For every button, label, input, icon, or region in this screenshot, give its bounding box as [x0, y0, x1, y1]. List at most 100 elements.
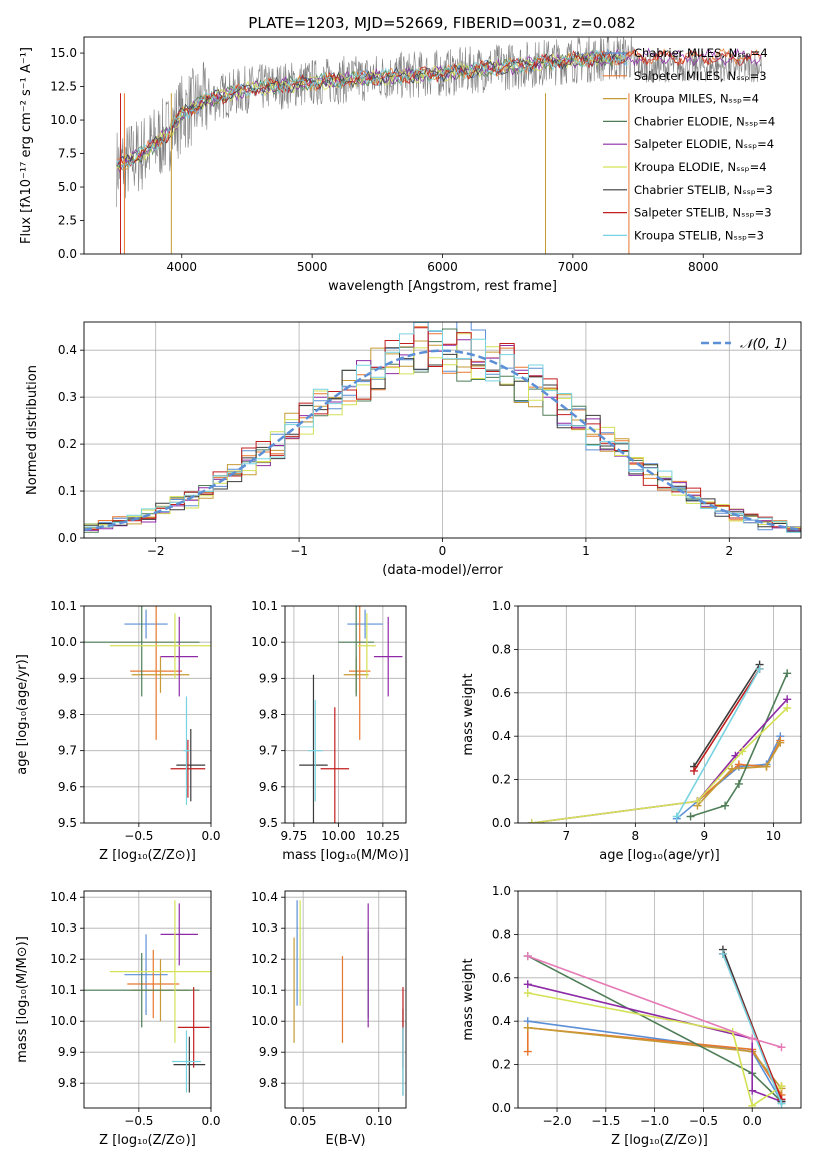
point-marker — [727, 764, 736, 773]
legend-entry: Chabrier ELODIE, Nₛₛₚ=4 — [634, 114, 775, 128]
y-tick-label: 10.4 — [251, 890, 278, 904]
point-marker — [734, 779, 743, 788]
legend: Chabrier MILES, Nₛₛₚ=4 Salpeter MILES, Nₛ… — [603, 46, 775, 242]
legend-entry: Chabrier STELIB, Nₛₛₚ=3 — [634, 183, 773, 197]
point-marker — [777, 1099, 786, 1108]
y-tick-label: 1.0 — [492, 884, 511, 898]
x-tick-label: 9 — [701, 829, 709, 843]
x-tick-label: 10 — [766, 829, 781, 843]
x-tick-label: 1 — [582, 544, 590, 558]
y-tick-label: 9.8 — [259, 1076, 278, 1090]
x-tick-label: 5000 — [297, 260, 328, 274]
y-axis-label: mass weight — [461, 673, 476, 755]
x-tick-label: 0.05 — [290, 1114, 317, 1128]
x-axis-label: wavelength [Angstrom, rest frame] — [328, 279, 557, 294]
plot-area — [518, 606, 801, 823]
y-tick-label: 10.0 — [50, 1014, 77, 1028]
plot-area — [518, 891, 801, 1108]
normal-curve — [84, 349, 801, 532]
y-tick-label: 0.4 — [492, 1014, 511, 1028]
y-tick-label: 0.4 — [492, 729, 511, 743]
legend-entry: Kroupa ELODIE, Nₛₛₚ=4 — [634, 160, 767, 174]
y-tick-label: 10.4 — [50, 890, 77, 904]
series-line-7 — [693, 668, 761, 772]
model-spectrum-8 — [116, 49, 627, 170]
x-tick-label: −1.5 — [591, 1114, 620, 1128]
panel-5: −0.5 0.0 9.8 9.9 10.0 10.1 10.2 10.3 10.4 Z [log₁… — [15, 890, 221, 1148]
y-tick-label: 9.9 — [259, 1045, 278, 1059]
x-tick-label: −2 — [147, 544, 165, 558]
x-tick-label: 0.0 — [201, 1114, 220, 1128]
x-axis-label: E(B-V) — [325, 1133, 365, 1148]
x-axis-label: (data-model)/error — [382, 563, 503, 578]
y-tick-label: 9.8 — [259, 708, 278, 722]
x-tick-label: 10.00 — [321, 829, 355, 843]
x-tick-label: 7 — [562, 829, 570, 843]
y-tick-label: 0.8 — [492, 927, 511, 941]
point-marker — [783, 669, 792, 678]
y-tick-label: 9.6 — [58, 780, 77, 794]
y-tick-label: 0.2 — [492, 1058, 511, 1072]
axes-frame — [83, 36, 802, 255]
point-marker — [734, 760, 743, 769]
point-marker — [776, 738, 785, 747]
panel-2: −0.5 0.0 9.5 9.6 9.7 9.8 9.9 10.0 10.1 Z [log₁₀(Z… — [15, 599, 221, 863]
x-tick-label: 0 — [439, 544, 447, 558]
x-tick-label: −0.5 — [124, 829, 153, 843]
x-tick-label: −1.0 — [640, 1114, 669, 1128]
x-tick-label: −1 — [290, 544, 308, 558]
legend-entry: Chabrier MILES, Nₛₛₚ=4 — [634, 46, 768, 60]
y-tick-label: 1.0 — [492, 599, 511, 613]
plot-area — [116, 37, 762, 254]
x-tick-label: 0.0 — [743, 1114, 762, 1128]
y-tick-label: 9.8 — [58, 1076, 77, 1090]
x-axis-label: age [log₁₀(age/yr)] — [599, 848, 720, 863]
y-tick-label: 10.3 — [251, 921, 278, 935]
y-tick-label: 10.0 — [50, 635, 77, 649]
y-tick-label: 0.3 — [58, 390, 77, 404]
x-tick-label: −0.5 — [689, 1114, 718, 1128]
panel-4: 7 8 9 10 0.0 0.2 0.4 0.6 0.8 1.0 age [log₁₀(age/yr… — [461, 599, 802, 863]
y-tick-label: 10.1 — [50, 983, 77, 997]
y-tick-label: 10.1 — [251, 983, 278, 997]
y-axis-label: age [log₁₀(age/yr)] — [15, 654, 30, 775]
x-tick-label: 10.25 — [366, 829, 400, 843]
x-tick-label: 8000 — [688, 260, 719, 274]
x-tick-label: 0.0 — [201, 829, 220, 843]
x-tick-label: 6000 — [427, 260, 458, 274]
model-spectrum-5 — [116, 51, 627, 171]
x-axis-label: Z [log₁₀(Z/Z⊙)] — [99, 1133, 196, 1148]
y-tick-label: 0.2 — [492, 773, 511, 787]
observed-spectrum — [116, 37, 762, 208]
point-marker — [693, 797, 702, 806]
y-tick-label: 9.7 — [58, 744, 77, 758]
series-line-5 — [531, 707, 788, 823]
axes-frame — [83, 605, 212, 824]
y-tick-label: 9.8 — [58, 708, 77, 722]
y-tick-label: 0.0 — [492, 1101, 511, 1115]
point-marker — [690, 766, 699, 775]
panel-6: 0.05 0.10 9.8 9.9 10.0 10.1 10.2 10.3 10.4 E(B-V) — [251, 890, 407, 1148]
model-spectrum-4 — [116, 47, 762, 173]
model-spectrum-7 — [116, 48, 762, 167]
axes-frame — [284, 605, 407, 824]
y-tick-label: 0.2 — [58, 437, 77, 451]
plot-area — [84, 891, 211, 1108]
y-tick-label: 10.1 — [50, 599, 77, 613]
y-tick-label: 9.6 — [259, 780, 278, 794]
x-tick-label: −0.5 — [124, 1114, 153, 1128]
y-tick-label: 10.2 — [50, 952, 77, 966]
x-axis-label: Z [log₁₀(Z/Z⊙)] — [611, 1133, 708, 1148]
x-tick-label: 2 — [725, 544, 733, 558]
y-tick-label: 5.0 — [58, 180, 77, 194]
y-tick-label: 10.0 — [251, 635, 278, 649]
point-marker — [686, 812, 695, 821]
legend: 𝒩(0, 1) — [701, 337, 787, 352]
point-marker — [527, 819, 536, 823]
point-marker — [523, 1023, 532, 1032]
y-tick-label: 10.3 — [50, 921, 77, 935]
y-tick-label: 0.6 — [492, 686, 511, 700]
point-marker — [777, 1082, 786, 1091]
y-tick-label: 9.9 — [58, 671, 77, 685]
